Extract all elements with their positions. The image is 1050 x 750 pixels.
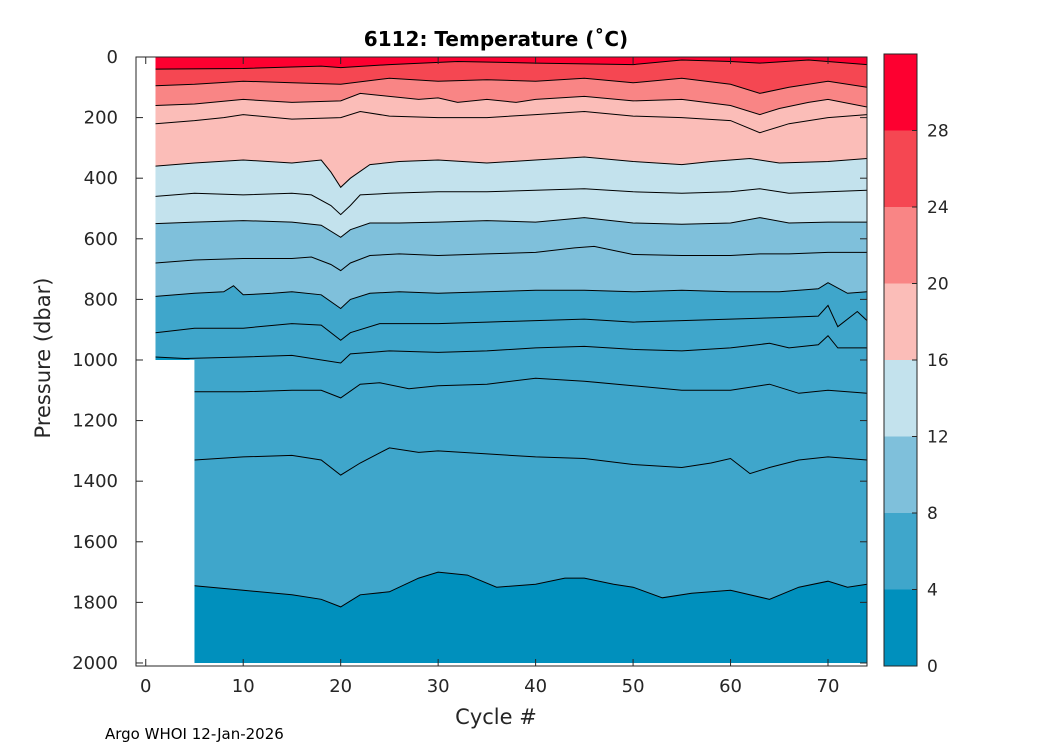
x-tick-label: 0 xyxy=(140,676,151,697)
x-axis: 0 10 20 30 40 50 60 70 xyxy=(140,57,839,697)
colorbar-tick-label: 12 xyxy=(927,428,949,448)
colorbar-band xyxy=(884,207,917,284)
y-tick-label: 1400 xyxy=(72,471,118,492)
y-tick-label: 400 xyxy=(84,168,118,189)
isotherm-line-10 xyxy=(155,282,867,310)
x-tick-label: 50 xyxy=(622,676,645,697)
colorbar-band xyxy=(884,283,917,360)
y-tick-label: 1800 xyxy=(72,592,118,613)
isotherm-line-5 xyxy=(194,377,867,399)
contour-lines xyxy=(155,59,867,608)
plot-frame xyxy=(135,56,868,667)
colorbar: 0 4 8 12 16 20 24 28 xyxy=(883,53,949,677)
colorbar-tick-label: 16 xyxy=(927,351,949,371)
colorbar-band xyxy=(884,436,917,513)
isotherm-line-4 xyxy=(194,571,867,608)
y-axis-label: Pressure (dbar) xyxy=(31,278,55,439)
y-tick-label: 1600 xyxy=(72,532,118,553)
plot-area xyxy=(155,57,867,663)
colorbar-band xyxy=(884,513,917,590)
colorbar-band xyxy=(884,360,917,437)
isotherm-line-24 xyxy=(155,77,867,94)
isotherm-line-4-5 xyxy=(194,447,867,476)
colorbar-band xyxy=(884,130,917,207)
x-tick-label: 40 xyxy=(524,676,547,697)
y-tick-label: 2000 xyxy=(72,653,118,674)
chart-title: 6112: Temperature (˚C) xyxy=(364,27,628,51)
colorbar-tick-label: 28 xyxy=(927,122,949,142)
x-tick-label: 20 xyxy=(329,676,352,697)
x-tick-label: 30 xyxy=(427,676,450,697)
isotherm-line-14 xyxy=(155,217,867,238)
x-tick-label: 60 xyxy=(719,676,742,697)
colorbar-tick-label: 20 xyxy=(927,275,949,295)
isotherm-line-8 xyxy=(155,304,867,341)
footer-credit: Argo WHOI 12-Jan-2026 xyxy=(105,725,284,743)
x-tick-label: 70 xyxy=(817,676,840,697)
colorbar-band xyxy=(884,54,917,131)
y-axis: 0 200 400 600 800 1000 1200 1400 1600 1800 2000 xyxy=(72,47,867,674)
y-tick-label: 600 xyxy=(84,229,118,250)
isotherm-line-12 xyxy=(155,245,867,272)
isotherm-line-16 xyxy=(155,188,867,216)
isotherm-line-20 xyxy=(155,110,867,134)
y-tick-label: 200 xyxy=(84,108,118,129)
y-tick-label: 1200 xyxy=(72,411,118,432)
isotherm-line-18 xyxy=(155,156,867,189)
isotherm-line-22 xyxy=(155,92,867,116)
colorbar-band xyxy=(884,589,917,666)
contour-fills xyxy=(155,57,867,607)
y-tick-label: 1000 xyxy=(72,350,118,371)
isotherm-line-6 xyxy=(155,334,867,364)
colorbar-tick-label: 24 xyxy=(927,198,949,218)
y-tick-label: 0 xyxy=(107,47,118,68)
x-axis-label: Cycle # xyxy=(455,705,537,729)
colorbar-tick-label: 0 xyxy=(927,657,938,677)
colorbar-tick-label: 8 xyxy=(927,504,938,524)
colorbar-tick-label: 4 xyxy=(927,581,938,601)
y-tick-label: 800 xyxy=(84,289,118,310)
x-tick-label: 10 xyxy=(232,676,255,697)
